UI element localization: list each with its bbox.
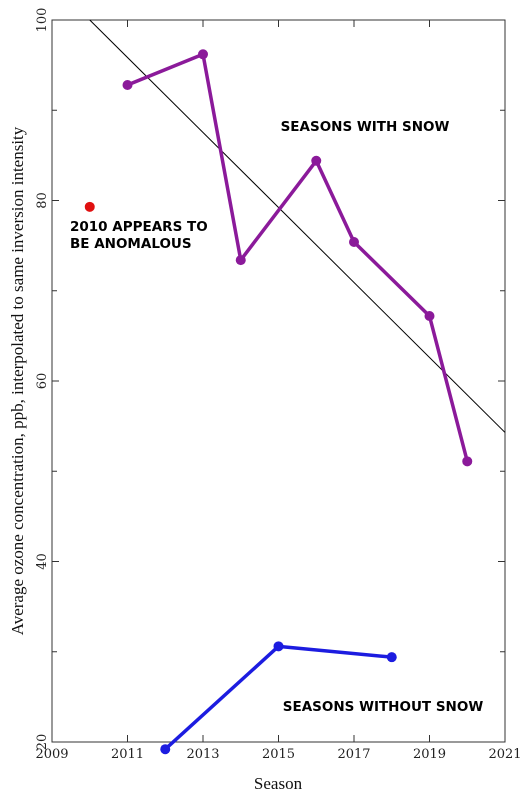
data-point-with-snow	[349, 237, 359, 248]
x-tick-label: 2019	[413, 747, 446, 762]
y-tick-label: 20	[35, 734, 50, 751]
data-point-without-snow	[160, 744, 171, 755]
outlier-group	[84, 201, 95, 212]
series-line-without-snow	[163, 644, 394, 751]
annotation-anomaly-line1: 2010 APPEARS TO	[70, 219, 208, 235]
y-tick-label: 100	[35, 8, 50, 33]
x-tick-label: 2021	[488, 747, 521, 762]
y-axis-title: Average ozone concentration, ppb, interp…	[8, 126, 27, 635]
data-point-with-snow	[462, 456, 473, 467]
annotation-without-snow: SEASONS WITHOUT SNOW	[283, 699, 484, 715]
y-tick-label: 80	[35, 192, 50, 209]
data-point-with-snow	[198, 49, 208, 60]
data-point-with-snow	[311, 155, 322, 166]
y-tick-label: 60	[35, 373, 50, 390]
x-tick-label: 2011	[111, 747, 144, 762]
x-tick-label: 2013	[186, 747, 219, 762]
axis-ticks	[51, 19, 506, 743]
x-tick-label: 2009	[35, 747, 68, 762]
data-point-with-snow	[235, 255, 246, 266]
trend-line-group	[89, 19, 506, 433]
series-group	[122, 49, 473, 755]
x-axis-title: Season	[254, 774, 303, 793]
y-tick-label: 40	[35, 553, 50, 570]
data-point-with-snow	[424, 311, 435, 322]
data-point-with-snow	[122, 79, 133, 90]
series-line-with-snow	[125, 52, 469, 464]
data-point-without-snow	[386, 652, 397, 663]
x-tick-label: 2015	[262, 747, 295, 762]
outlier-point-2010	[84, 201, 95, 212]
annotation-with-snow: SEASONS WITH SNOW	[281, 119, 450, 135]
annotation-anomaly-line2: BE ANOMALOUS	[70, 236, 192, 252]
data-point-without-snow	[273, 641, 284, 652]
x-tick-label: 2017	[337, 747, 370, 762]
trend-line	[89, 19, 506, 433]
axis-tick-labels: 2009 2011 2013 2015 2017 2019 2021 20 40 60 80 100	[35, 8, 522, 762]
